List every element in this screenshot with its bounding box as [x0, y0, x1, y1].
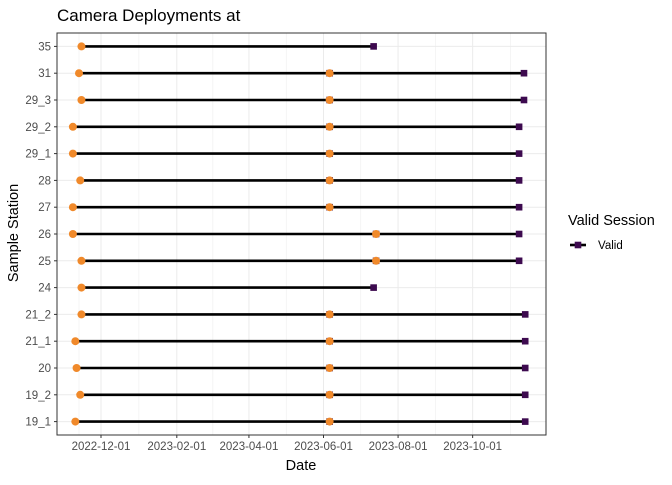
y-tick-label: 19_2 — [25, 390, 51, 402]
deployment-start-point — [68, 203, 77, 212]
y-tick-label: 27 — [38, 202, 51, 214]
legend-title: Valid Session — [568, 213, 655, 229]
deployment-end-point — [515, 203, 523, 211]
y-tick-label: 26 — [38, 229, 51, 241]
y-tick-label: 21_1 — [25, 336, 51, 348]
legend-label: Valid — [598, 240, 623, 252]
deployment-start-point — [72, 364, 81, 372]
x-axis-title: Date — [286, 458, 317, 474]
deployment-start-point — [77, 310, 86, 319]
x-tick-label: 2023-10-01 — [443, 441, 502, 453]
deployment-start-point — [325, 149, 334, 158]
legend-entries: Valid — [570, 240, 623, 252]
y-tick-label: 29_2 — [25, 122, 51, 134]
deployment-end-point — [370, 284, 377, 291]
deployment-end-point — [520, 69, 528, 77]
x-tick-label: 2022-12-01 — [72, 441, 131, 453]
y-tick-label: 24 — [38, 283, 51, 295]
deployment-start-point — [325, 364, 334, 372]
y-tick-label: 31 — [38, 68, 51, 80]
y-axis-title: Sample Station — [6, 184, 22, 282]
deployment-start-point — [77, 96, 86, 104]
x-tick-label: 2023-06-01 — [294, 441, 353, 453]
chart-title: Camera Deployments at — [57, 6, 241, 25]
deployment-start-point — [325, 176, 334, 185]
deployment-end-point — [521, 311, 529, 318]
deployment-start-point — [325, 337, 334, 346]
deployment-start-point — [325, 203, 334, 212]
deployment-start-point — [68, 149, 77, 158]
deployment-start-point — [325, 69, 334, 78]
x-tick-label: 2023-04-01 — [220, 441, 279, 453]
deployment-start-point — [76, 176, 85, 185]
deployment-start-point — [325, 390, 334, 399]
deployment-start-point — [372, 230, 381, 238]
deployment-start-point — [372, 256, 381, 265]
deployment-end-point — [515, 177, 523, 184]
deployment-start-point — [325, 417, 334, 426]
deployment-start-point — [75, 69, 84, 78]
deployment-end-point — [521, 337, 529, 345]
y-tick-label: 21_2 — [25, 309, 51, 321]
deployment-end-point — [515, 257, 523, 265]
deployment-end-point — [515, 123, 523, 131]
deployment-start-point — [71, 417, 80, 426]
deployment-end-point — [515, 230, 523, 238]
y-tick-label: 35 — [38, 41, 51, 53]
deployment-end-point — [370, 43, 377, 50]
x-tick-label: 2023-02-01 — [147, 441, 206, 453]
axis-layer: 35 31 29_3 29_2 29_1 28 27 26 25 24 21_2 21_1 20 19_2… — [25, 41, 502, 453]
deployment-start-point — [68, 230, 77, 238]
deployment-start-point — [325, 122, 334, 131]
deployment-start-point — [325, 96, 334, 104]
deployment-start-point — [71, 337, 80, 346]
deployment-start-point — [77, 256, 86, 265]
y-tick-label: 28 — [38, 175, 51, 187]
y-tick-label: 25 — [38, 256, 51, 268]
y-tick-label: 29_3 — [25, 95, 51, 107]
deployment-end-point — [521, 418, 529, 425]
deployment-start-point — [76, 390, 85, 399]
deployment-end-point — [521, 364, 529, 372]
legend-key-marker — [574, 241, 582, 249]
deployment-end-point — [515, 150, 523, 157]
deployment-start-point — [325, 310, 334, 319]
legend: Valid Session Valid — [568, 213, 655, 252]
deployment-start-point — [77, 283, 86, 292]
deployment-end-point — [521, 391, 529, 399]
deployment-start-point — [68, 122, 77, 131]
x-tick-label: 2023-08-01 — [369, 441, 428, 453]
y-tick-label: 19_1 — [25, 417, 51, 429]
y-tick-label: 20 — [38, 363, 51, 375]
marks-layer — [68, 42, 529, 426]
deployment-start-point — [77, 42, 86, 51]
y-tick-label: 29_1 — [25, 149, 51, 161]
deployment-end-point — [520, 96, 528, 104]
